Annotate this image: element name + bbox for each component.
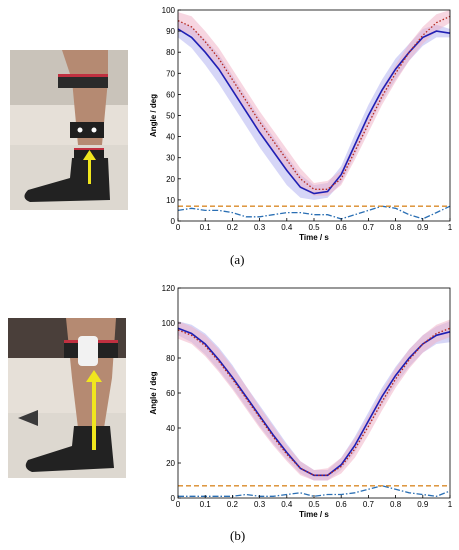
series-line-dashdot (178, 485, 451, 497)
x-tick-label: 0 (176, 223, 181, 232)
y-tick-label: 120 (162, 284, 176, 293)
x-tick-label: 0.4 (281, 223, 293, 232)
x-tick-label: 0.9 (417, 500, 429, 509)
y-tick-label: 10 (166, 196, 175, 205)
series-line-solid (177, 28, 451, 195)
x-tick-label: 0.5 (308, 223, 320, 232)
plot-frame (177, 287, 451, 499)
x-tick-label: 1 (448, 500, 453, 509)
x-tick-label: 1 (448, 223, 453, 232)
variance-band-red (178, 319, 450, 481)
x-tick-label: 0.1 (200, 500, 212, 509)
y-tick-label: 0 (171, 217, 176, 226)
y-tick-label: 80 (166, 354, 175, 363)
x-tick-label: 0.9 (417, 223, 429, 232)
x-tick-label: 0.3 (254, 223, 266, 232)
y-tick-label: 100 (162, 319, 176, 328)
x-tick-label: 0.8 (390, 500, 402, 509)
leg-photo-b (8, 318, 126, 478)
x-tick-label: 0.6 (336, 500, 348, 509)
series-line-dashdot (177, 205, 451, 220)
x-axis-title: Time / s (299, 233, 329, 242)
y-tick-label: 80 (166, 48, 175, 57)
leg-photo-a (10, 50, 128, 210)
y-tick-label: 60 (166, 90, 175, 99)
x-tick-label: 0.3 (254, 500, 266, 509)
subfigure-label-a: (a) (230, 252, 245, 267)
y-tick-label: 70 (166, 69, 175, 78)
x-tick-label: 0.4 (281, 500, 293, 509)
y-tick-label: 20 (166, 175, 175, 184)
x-tick-label: 0.2 (227, 223, 239, 232)
x-tick-label: 0.1 (200, 223, 212, 232)
y-tick-label: 0 (171, 494, 176, 503)
x-tick-label: 0.8 (390, 223, 402, 232)
x-tick-label: 0.2 (227, 500, 239, 509)
x-tick-label: 0.7 (363, 223, 375, 232)
y-tick-label: 30 (166, 154, 175, 163)
series-line-dotted (177, 15, 451, 190)
y-tick-label: 90 (166, 27, 175, 36)
variance-band-blue (178, 321, 450, 481)
variance-band-red (178, 10, 450, 196)
x-axis-title: Time / s (299, 510, 329, 519)
x-tick-label: 0 (176, 500, 181, 509)
y-axis-title: Angle / deg (149, 94, 158, 137)
y-tick-label: 40 (166, 424, 175, 433)
y-tick-label: 100 (162, 6, 176, 15)
y-tick-label: 40 (166, 133, 175, 142)
subfigure-label-b: (b) (230, 528, 246, 543)
x-tick-label: 0.6 (336, 223, 348, 232)
series-line-dotted (177, 327, 451, 476)
y-tick-label: 50 (166, 112, 175, 121)
y-tick-label: 20 (166, 459, 175, 468)
y-axis-title: Angle / deg (149, 371, 158, 414)
x-tick-label: 0.7 (363, 500, 375, 509)
y-tick-label: 60 (166, 389, 175, 398)
series-line-solid (177, 327, 451, 477)
x-tick-label: 0.5 (308, 500, 320, 509)
